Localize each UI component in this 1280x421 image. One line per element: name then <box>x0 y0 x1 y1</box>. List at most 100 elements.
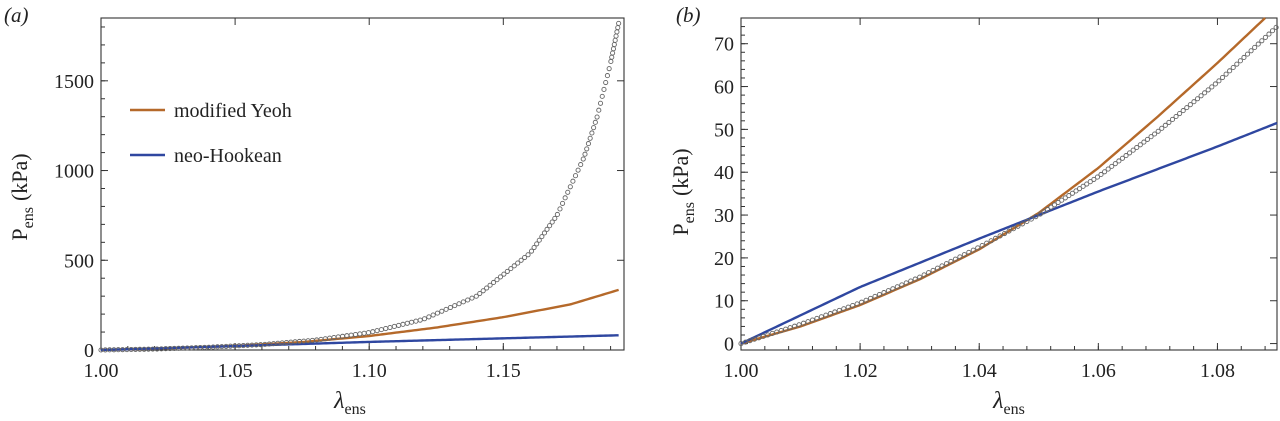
panel-a-data-point <box>400 321 406 327</box>
panel-b-data-point <box>1234 61 1240 67</box>
panel-b-data-point <box>872 293 878 300</box>
panel-b-data-point <box>1273 24 1279 30</box>
panel-a-data-point <box>396 322 402 328</box>
panel-a-series <box>98 20 622 353</box>
panel-a-data-point <box>504 268 510 274</box>
panel-a-data-point <box>585 141 591 147</box>
panel-a-data-point <box>439 308 445 314</box>
panel-b-data-point <box>1137 142 1143 148</box>
panel-b-data-point <box>1241 54 1247 61</box>
panel-a-data-point <box>562 195 568 201</box>
panel-a-data-point <box>426 314 432 320</box>
panel-b-y-tick-label: 10 <box>714 291 734 313</box>
panel-b-y-tick-label: 50 <box>714 119 734 141</box>
panel-a-data-point <box>409 319 415 325</box>
panel-b-data-point <box>1237 58 1243 64</box>
panel-b: (b) 1.00 1.02 1.04 1.06 1.08010203040506070 … <box>668 3 1279 418</box>
panel-a-data-point <box>578 162 584 168</box>
panel-a-data-point <box>417 317 423 323</box>
panel-b-data-point <box>867 295 874 301</box>
panel-b-data-point <box>854 301 860 307</box>
panel-a-data-point <box>352 331 359 338</box>
panel-a-data-point <box>391 323 397 330</box>
panel-b-data-point <box>1094 174 1100 180</box>
panel-b-data-point <box>778 328 784 334</box>
panel-b-data-point <box>1223 71 1229 77</box>
panel-a-ticks: 1.00 1.05 1.10 1.15 0 500 1000 1500 <box>54 18 624 382</box>
panel-b-data-point <box>952 256 958 262</box>
panel-b-data-point <box>1166 119 1172 125</box>
panel-b-data-point <box>1116 158 1122 164</box>
panel-b-data-point <box>934 265 941 271</box>
panel-b-data-point <box>899 282 905 288</box>
panel-b-data-point <box>1269 28 1276 34</box>
panel-b-data-point <box>823 312 829 318</box>
panel-b-data-point <box>1037 211 1043 217</box>
panel-a-data-point <box>370 329 376 335</box>
panel-b-data-point <box>957 254 963 260</box>
panel-a-data-point <box>616 20 622 26</box>
panel-a-data-point <box>610 46 617 52</box>
panel-b-data-point <box>1244 51 1251 57</box>
panel-b-data-point <box>805 319 811 325</box>
panel-b-data-point <box>751 336 757 342</box>
legend-label-modified-yeoh: modified Yeoh <box>174 100 292 122</box>
panel-b-data-point <box>993 235 999 241</box>
panel-a-data-point <box>601 86 607 92</box>
panel-b-data-point <box>832 309 838 315</box>
panel-b-data-point <box>876 291 883 298</box>
panel-b-data-point <box>1006 228 1012 234</box>
panel-a-y-tick-label: 1000 <box>54 161 94 183</box>
panel-b-data-point <box>1202 90 1208 96</box>
panel-b-data-point <box>827 311 833 317</box>
panel-b-data-point <box>742 339 749 345</box>
panel-b-data-point <box>1266 31 1272 37</box>
panel-a-data-point <box>544 226 550 232</box>
panel-a-data-point <box>570 178 576 184</box>
panel-a-data-point <box>603 79 609 86</box>
panel-a-data-point <box>460 299 466 305</box>
panel-a-data-point <box>552 215 558 221</box>
panel-a-data-point <box>592 119 598 125</box>
panel-a-data-point <box>361 330 367 336</box>
panel-a-data-point <box>580 156 586 162</box>
panel-b-data-point <box>939 263 945 269</box>
panel-b-data-point <box>1141 139 1147 145</box>
panel-b-data-point <box>917 274 923 280</box>
panel-a-measured-markers <box>98 20 622 353</box>
panel-b-data-point <box>1209 84 1215 90</box>
panel-a-data-point <box>357 331 363 337</box>
panel-b-data-point <box>970 247 976 253</box>
panel-b-data-point <box>1052 202 1058 208</box>
panel-a-data-point <box>374 328 380 334</box>
panel-b-data-point <box>1041 209 1047 215</box>
panel-b-data-point <box>756 335 762 341</box>
panel-b-series-modified-yeoh <box>740 17 1266 345</box>
panel-b-data-point <box>1069 190 1075 196</box>
panel-b-data-point <box>814 315 820 321</box>
panel-b-y-tick-label: 20 <box>714 248 734 270</box>
panel-b-data-point <box>1066 193 1072 199</box>
panel-b-data-point <box>1177 110 1183 117</box>
panel-b-data-point <box>1148 134 1154 140</box>
panel-b-data-point <box>774 329 780 335</box>
panel-a-data-point <box>572 173 579 179</box>
panel-a-data-point <box>549 219 555 225</box>
panel-b-data-point <box>800 320 807 326</box>
panel-a-data-point <box>609 54 615 60</box>
panel-a-data-point <box>473 293 479 299</box>
panel-a-data-point <box>591 125 597 131</box>
panel-a-y-tick-label: 0 <box>84 340 94 362</box>
panel-b-data-point <box>921 272 927 278</box>
panel-b-series-neo-hookean <box>740 121 1278 345</box>
panel-b-data-point <box>760 333 766 339</box>
panel-a-data-point <box>501 271 507 277</box>
panel-a-data-point <box>606 66 612 72</box>
panel-b-data-point <box>1169 116 1176 122</box>
panel-b-data-point <box>975 245 981 251</box>
panel-a-y-axis-label: Pens(kPa) <box>7 153 37 240</box>
panel-b-data-point <box>1194 96 1201 102</box>
panel-b-data-point <box>1134 144 1140 151</box>
panel-b-data-point <box>908 278 914 284</box>
panel-b-data-point <box>997 233 1003 239</box>
